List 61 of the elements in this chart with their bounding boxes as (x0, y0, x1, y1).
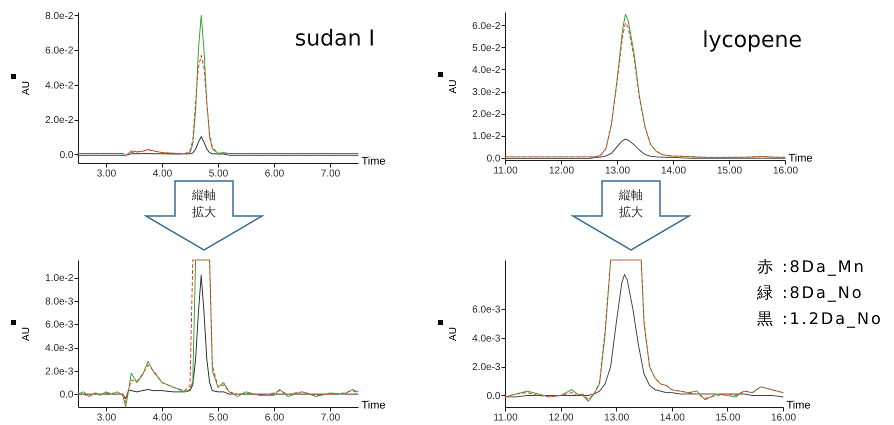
x-tick-label: 11.00 (493, 412, 518, 424)
x-tick-label: 12.00 (548, 412, 574, 424)
y-axis-title: AU (448, 80, 460, 94)
x-tick-label: 14.00 (660, 166, 686, 176)
text: 縦軸拡大 (191, 187, 217, 221)
annotation: 赤 :8Da_Mn (757, 256, 866, 278)
x-tick-label: 3.00 (96, 412, 117, 424)
x-tick-label: 14.00 (660, 412, 686, 424)
y-tick-label: 1.0e-2 (45, 273, 74, 284)
y-tick-label: 0.0 (60, 150, 74, 161)
x-tick-label: 4.00 (152, 412, 173, 424)
annotation: 黒 :1.2Da_No (757, 308, 883, 330)
y-axis-title: AU (448, 327, 460, 341)
line-series (78, 54, 358, 156)
y-tick-label: 8.0e-3 (45, 296, 74, 308)
x-tick-label: 13.00 (604, 166, 630, 176)
text: 縦軸拡大 (618, 187, 644, 221)
y-tick-label: 4.0e-2 (45, 80, 74, 92)
y-tick-label: 4.0e-2 (472, 64, 501, 76)
y-tick-label: 2.0e-3 (472, 362, 501, 374)
y-tick-label: 3.0e-2 (472, 87, 501, 98)
y-tick-label: 6.0e-2 (45, 46, 74, 57)
x-axis-title: Time (362, 156, 386, 168)
x-tick-label: 15.00 (716, 166, 742, 176)
x-axis-title: Time (786, 400, 811, 412)
y-tick-label: 6.0e-3 (45, 320, 74, 331)
y-tick-label: 4.0e-3 (45, 343, 74, 354)
y-tick-label: 2.0e-2 (45, 115, 74, 126)
x-tick-label: 16.00 (772, 166, 798, 176)
x-tick-label: 5.00 (208, 168, 229, 180)
x-tick-label: 11.00 (493, 166, 518, 176)
y-tick-label: 0.0 (60, 390, 74, 401)
y-tick-label: 1.0e-2 (472, 131, 501, 142)
x-tick-label: 16.00 (770, 412, 796, 424)
y-axis-title: AU (21, 81, 32, 95)
y-tick-label: 5.0e-2 (472, 42, 501, 54)
x-tick-label: 15.00 (715, 412, 741, 424)
x-tick-label: 4.00 (152, 168, 173, 180)
line-series (78, 136, 358, 156)
x-tick-label: 12.00 (548, 166, 574, 176)
y-tick-label: 2.0e-3 (45, 366, 74, 378)
text: sudan I (294, 26, 376, 52)
x-tick-label: 6.00 (264, 168, 285, 180)
y-tick-label: 4.0e-3 (472, 333, 501, 344)
y-tick-label: 2.0e-2 (472, 109, 501, 120)
x-tick-label: 6.00 (264, 412, 285, 424)
annotation: 緑 :8Da_No (757, 282, 864, 304)
y-axis-title: AU (21, 327, 32, 341)
y-tick-label: 6.0e-2 (472, 20, 501, 32)
y-tick-label: 6.0e-3 (472, 304, 501, 316)
x-tick-label: 3.00 (96, 168, 117, 180)
x-axis-title: Time (362, 400, 386, 412)
text: lycopene (702, 28, 802, 53)
y-tick-label: 0.0 (486, 153, 501, 164)
x-axis-title: Time (788, 152, 813, 164)
y-tick-label: 0.0 (486, 390, 501, 402)
y-tick-label: 8.0e-2 (45, 10, 74, 22)
x-tick-label: 5.00 (208, 412, 229, 424)
x-tick-label: 7.00 (320, 412, 341, 424)
x-tick-label: 13.00 (604, 412, 630, 424)
x-tick-label: 7.00 (320, 168, 341, 180)
